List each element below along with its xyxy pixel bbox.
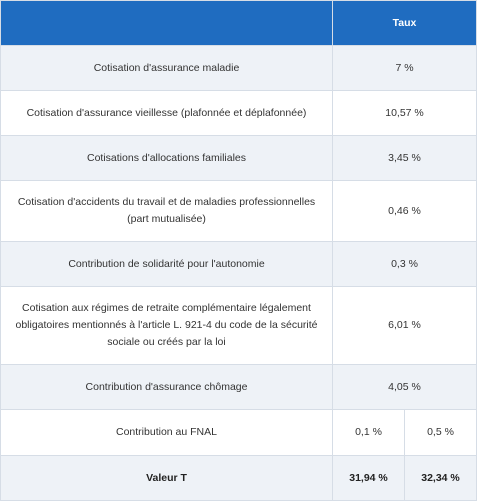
row-label: Cotisation d'accidents du travail et de … — [0, 180, 333, 242]
total-rate-a: 31,94 % — [332, 455, 405, 501]
row-rate: 3,45 % — [331, 135, 478, 181]
row-label: Cotisations d'allocations familiales — [0, 135, 333, 181]
row-rate: 6,01 % — [331, 286, 478, 365]
row-rate: 0,3 % — [331, 241, 478, 287]
table-row: Cotisation d'accidents du travail et de … — [0, 180, 478, 242]
fnal-rate-b: 0,5 % — [403, 409, 478, 456]
row-label: Contribution de solidarité pour l'autono… — [0, 241, 333, 287]
table-row-fnal: Contribution au FNAL 0,1 % 0,5 % — [0, 409, 478, 456]
fnal-rate-a: 0,1 % — [332, 409, 405, 456]
row-label: Cotisation aux régimes de retraite compl… — [0, 286, 333, 365]
table-row: Contribution de solidarité pour l'autono… — [0, 241, 478, 287]
table-row: Contribution d'assurance chômage 4,05 % — [0, 364, 478, 410]
table-row: Cotisation d'assurance maladie 7 % — [0, 45, 478, 91]
fnal-label: Contribution au FNAL — [0, 409, 333, 456]
table-row: Cotisation d'assurance vieillesse (plafo… — [0, 90, 478, 136]
table-header: Taux — [0, 0, 478, 46]
row-rate: 7 % — [331, 45, 478, 91]
table-row: Cotisation aux régimes de retraite compl… — [0, 286, 478, 365]
total-label: Valeur T — [0, 455, 333, 501]
row-rate: 0,46 % — [331, 180, 478, 242]
row-label: Cotisation d'assurance maladie — [0, 45, 333, 91]
header-taux: Taux — [331, 0, 478, 46]
total-rate-b: 32,34 % — [403, 455, 478, 501]
table-row: Cotisations d'allocations familiales 3,4… — [0, 135, 478, 181]
row-rate: 10,57 % — [331, 90, 478, 136]
header-label-cell — [0, 0, 333, 46]
table-row-total: Valeur T 31,94 % 32,34 % — [0, 455, 478, 501]
row-rate: 4,05 % — [331, 364, 478, 410]
row-label: Contribution d'assurance chômage — [0, 364, 333, 410]
row-label: Cotisation d'assurance vieillesse (plafo… — [0, 90, 333, 136]
